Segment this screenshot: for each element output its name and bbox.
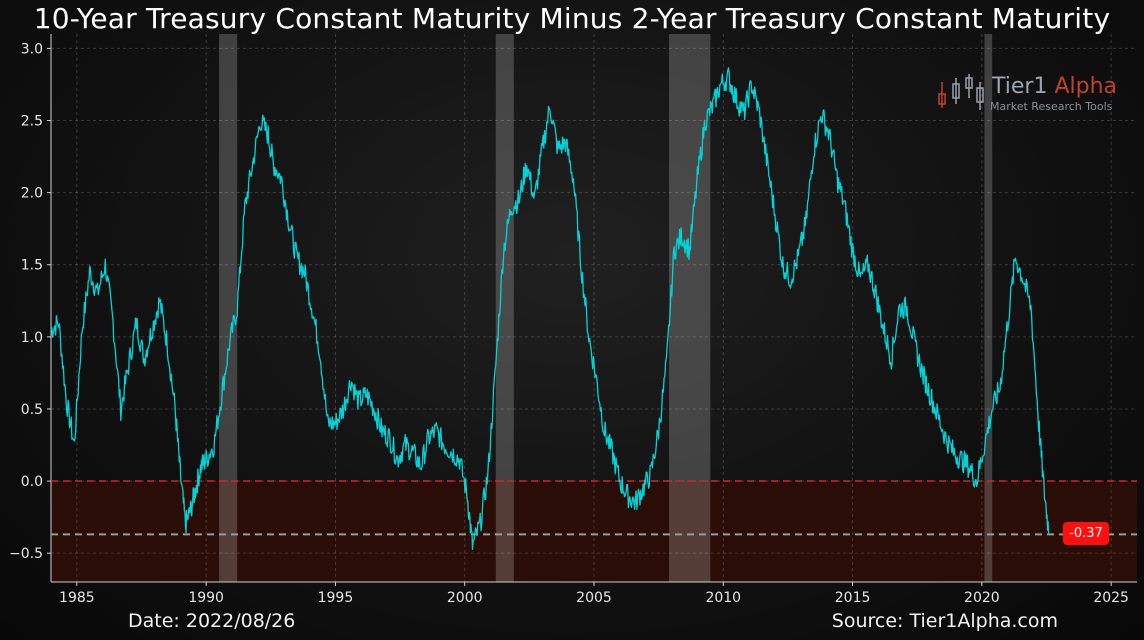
x-tick-label: 2015	[835, 590, 871, 606]
logo-name-primary: Tier1	[992, 74, 1048, 99]
x-tick-label: 1995	[318, 590, 354, 606]
x-tick-label: 2025	[1093, 590, 1129, 606]
negative-region	[51, 481, 1137, 582]
last-value-badge: -0.37	[1063, 522, 1109, 545]
series-line	[50, 67, 1050, 550]
candlestick-icon	[938, 74, 984, 110]
logo-subtitle: Market Research Tools	[990, 100, 1113, 113]
brand-logo: Tier1 Alpha Market Research Tools	[936, 74, 1136, 118]
y-tick-label: 1.5	[21, 258, 43, 274]
x-tick-label: 1990	[188, 590, 224, 606]
x-tick-label: 2000	[447, 590, 483, 606]
date-label: Date: 2022/08/26	[128, 610, 296, 632]
logo-title: Tier1 Alpha	[992, 74, 1117, 99]
y-tick-label: 3.0	[21, 41, 43, 57]
y-tick-label: 0.0	[21, 474, 43, 490]
y-tick-label: −0.5	[9, 546, 43, 562]
recession-band	[219, 34, 238, 582]
y-tick-label: 0.5	[21, 402, 43, 418]
x-tick-label: 2005	[576, 590, 612, 606]
y-tick-label: 2.0	[21, 186, 43, 202]
logo-name-accent: Alpha	[1054, 74, 1118, 99]
recession-band	[668, 34, 711, 582]
x-tick-label: 1985	[59, 590, 95, 606]
recession-band	[984, 34, 993, 582]
source-label: Source: Tier1Alpha.com	[831, 610, 1058, 632]
chart-title: 10-Year Treasury Constant Maturity Minus…	[33, 2, 1111, 35]
x-tick-label: 2020	[964, 590, 1000, 606]
recession-band	[495, 34, 514, 582]
y-tick-label: 2.5	[21, 114, 43, 130]
y-tick-label: 1.0	[21, 330, 43, 346]
x-tick-label: 2010	[705, 590, 741, 606]
